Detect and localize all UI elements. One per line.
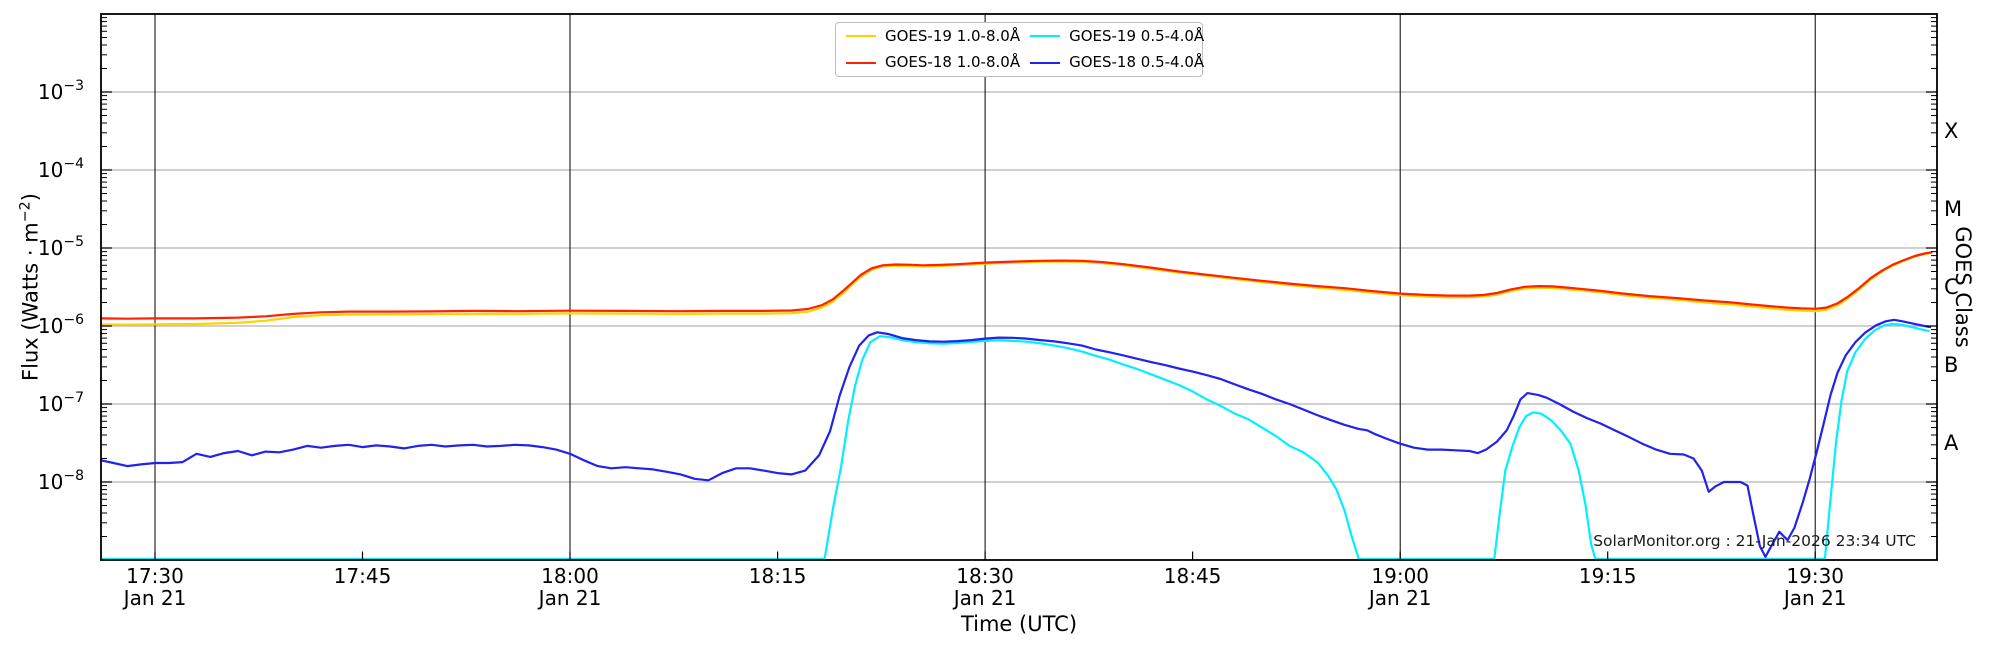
y-tick-label: 10−7 <box>38 390 84 416</box>
goes-class-label-a: A <box>1944 431 1959 455</box>
legend-item-goes-18-long: GOES-18 1.0-8.0Å <box>836 55 1020 70</box>
x-tick-label: 17:30 <box>126 564 184 588</box>
x-tick-label: 19:00 <box>1371 564 1429 588</box>
legend-line-swatch-goes-19-short <box>1030 35 1061 38</box>
series-goes-18-short <box>99 318 1932 558</box>
axis-ticks <box>101 17 1937 560</box>
y-tick-label: 10−3 <box>38 78 84 104</box>
series-goes-19-short <box>99 322 1930 560</box>
legend-line-swatch-goes-18-short <box>1030 61 1061 64</box>
legend-label: GOES-19 0.5-4.0Å <box>1069 26 1205 45</box>
legend-item-goes-19-short: GOES-19 0.5-4.0Å <box>1020 26 1205 45</box>
series-goes-19-long <box>99 251 1933 326</box>
y-axis-title-goes-class: GOES Class <box>1951 226 1975 348</box>
legend-label: GOES-18 1.0-8.0Å <box>885 53 1021 72</box>
x-tick-date: Jan 21 <box>122 586 187 610</box>
legend: GOES-19 1.0-8.0Å GOES-18 1.0-8.0Å GOES-19 … <box>835 22 1205 77</box>
x-tick-label: 18:15 <box>749 564 807 588</box>
series-goes-18-long <box>99 251 1933 320</box>
x-tick-label: 18:00 <box>541 564 599 588</box>
horizontal-gridlines <box>101 91 1937 483</box>
x-tick-label: 17:45 <box>334 564 392 588</box>
y-tick-label: 10−8 <box>38 468 84 494</box>
goes-class-label-b: B <box>1944 353 1958 377</box>
x-axis-title: Time (UTC) <box>960 612 1078 636</box>
watermark-text: SolarMonitor.org : 21-Jan-2026 23:34 UTC <box>1593 532 1916 550</box>
y-axis-title-flux: Flux (Watts · m−2) <box>17 193 43 381</box>
x-tick-date: Jan 21 <box>1367 586 1432 610</box>
goes-class-label-c: C <box>1944 275 1959 299</box>
x-tick-date: Jan 21 <box>952 586 1017 610</box>
x-tick-label: 18:45 <box>1164 564 1222 588</box>
y-tick-label: 10−5 <box>38 234 84 260</box>
legend-item-goes-18-short: GOES-18 0.5-4.0Å <box>1020 55 1204 70</box>
legend-label: GOES-18 0.5-4.0Å <box>1069 53 1205 72</box>
plot-border <box>100 13 1938 561</box>
legend-label: GOES-19 1.0-8.0Å <box>885 26 1021 45</box>
x-tick-date: Jan 21 <box>1782 586 1847 610</box>
flux-exponent: −2 <box>17 201 34 223</box>
x-tick-label: 19:30 <box>1786 564 1844 588</box>
goes-class-label-m: M <box>1944 197 1962 221</box>
legend-line-swatch-goes-19-long <box>846 35 876 38</box>
x-tick-date: Jan 21 <box>537 586 602 610</box>
legend-line-swatch-goes-18-long <box>846 61 876 64</box>
vertical-gridlines <box>154 14 1816 560</box>
x-tick-label: 18:30 <box>956 564 1014 588</box>
y-tick-label: 10−4 <box>38 156 84 182</box>
legend-item-goes-19-long: GOES-19 1.0-8.0Å <box>836 26 1021 45</box>
x-tick-label: 19:15 <box>1579 564 1637 588</box>
y-tick-label: 10−6 <box>38 312 84 338</box>
goes-class-label-x: X <box>1944 119 1958 143</box>
